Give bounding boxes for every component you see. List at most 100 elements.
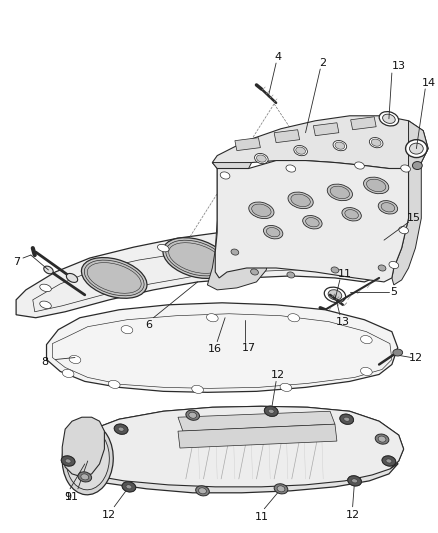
Ellipse shape: [40, 284, 51, 292]
Ellipse shape: [381, 203, 395, 212]
Ellipse shape: [344, 417, 350, 421]
Ellipse shape: [382, 456, 396, 466]
Ellipse shape: [303, 215, 322, 229]
Ellipse shape: [406, 140, 427, 158]
Ellipse shape: [158, 244, 169, 252]
Ellipse shape: [351, 478, 358, 484]
Ellipse shape: [245, 222, 311, 262]
Ellipse shape: [118, 427, 124, 431]
Ellipse shape: [340, 414, 353, 424]
Ellipse shape: [198, 488, 206, 494]
Ellipse shape: [268, 409, 274, 413]
Text: 2: 2: [320, 58, 327, 68]
Ellipse shape: [382, 456, 396, 466]
Text: 12: 12: [408, 352, 423, 362]
Ellipse shape: [413, 161, 422, 169]
Polygon shape: [62, 417, 104, 477]
Ellipse shape: [364, 260, 375, 268]
Ellipse shape: [306, 217, 319, 227]
Ellipse shape: [81, 474, 88, 480]
Polygon shape: [215, 160, 409, 282]
Ellipse shape: [192, 385, 203, 393]
Ellipse shape: [378, 200, 398, 214]
Ellipse shape: [375, 434, 389, 444]
Ellipse shape: [378, 436, 386, 442]
Polygon shape: [53, 314, 392, 389]
Ellipse shape: [206, 313, 218, 322]
Ellipse shape: [345, 209, 358, 219]
Ellipse shape: [274, 484, 288, 494]
Polygon shape: [274, 130, 300, 143]
Text: 6: 6: [145, 320, 152, 330]
Ellipse shape: [401, 165, 410, 172]
Ellipse shape: [114, 424, 128, 434]
Ellipse shape: [220, 172, 230, 179]
Polygon shape: [46, 303, 398, 392]
Text: 7: 7: [14, 257, 21, 267]
Ellipse shape: [267, 408, 275, 414]
Ellipse shape: [367, 179, 386, 192]
Ellipse shape: [324, 235, 336, 242]
Ellipse shape: [234, 311, 255, 329]
Ellipse shape: [117, 426, 125, 432]
Ellipse shape: [228, 306, 261, 334]
Ellipse shape: [248, 224, 308, 260]
Ellipse shape: [288, 192, 313, 208]
Ellipse shape: [352, 479, 357, 483]
Ellipse shape: [163, 238, 229, 278]
Polygon shape: [33, 242, 376, 312]
Ellipse shape: [265, 406, 278, 416]
Ellipse shape: [114, 424, 128, 434]
Ellipse shape: [240, 316, 250, 324]
Text: 11: 11: [254, 512, 268, 522]
Text: 5: 5: [390, 287, 397, 297]
Ellipse shape: [393, 349, 403, 356]
Ellipse shape: [265, 406, 278, 416]
Ellipse shape: [343, 416, 351, 422]
Ellipse shape: [340, 414, 353, 424]
Ellipse shape: [249, 202, 274, 219]
Polygon shape: [235, 138, 261, 151]
Ellipse shape: [288, 313, 300, 322]
Ellipse shape: [189, 412, 197, 418]
Ellipse shape: [66, 428, 110, 490]
Ellipse shape: [40, 301, 51, 309]
Ellipse shape: [241, 237, 252, 244]
Ellipse shape: [266, 228, 280, 237]
Polygon shape: [313, 123, 339, 136]
Polygon shape: [208, 163, 268, 290]
Ellipse shape: [379, 111, 399, 126]
Ellipse shape: [85, 260, 144, 296]
Ellipse shape: [348, 476, 361, 486]
Ellipse shape: [355, 162, 364, 169]
Polygon shape: [178, 411, 335, 431]
Ellipse shape: [61, 456, 75, 466]
Ellipse shape: [67, 273, 78, 282]
Polygon shape: [178, 424, 337, 448]
Ellipse shape: [296, 147, 305, 154]
Ellipse shape: [65, 459, 71, 463]
Text: 12: 12: [346, 510, 360, 520]
Ellipse shape: [78, 472, 92, 482]
Text: 11: 11: [338, 269, 352, 279]
Text: 12: 12: [271, 370, 285, 381]
Ellipse shape: [69, 356, 81, 364]
Ellipse shape: [263, 225, 283, 239]
Ellipse shape: [386, 459, 392, 463]
Ellipse shape: [335, 142, 345, 149]
Ellipse shape: [328, 290, 342, 300]
Ellipse shape: [166, 240, 226, 276]
Ellipse shape: [64, 458, 72, 464]
Ellipse shape: [383, 114, 395, 123]
Ellipse shape: [324, 287, 346, 303]
Ellipse shape: [254, 154, 268, 164]
Polygon shape: [65, 406, 404, 469]
Text: 17: 17: [241, 343, 256, 352]
Text: 12: 12: [102, 510, 117, 520]
Ellipse shape: [126, 485, 132, 489]
Ellipse shape: [348, 476, 361, 486]
Polygon shape: [65, 406, 404, 487]
Ellipse shape: [364, 177, 389, 193]
Ellipse shape: [122, 482, 136, 492]
Ellipse shape: [287, 272, 295, 278]
